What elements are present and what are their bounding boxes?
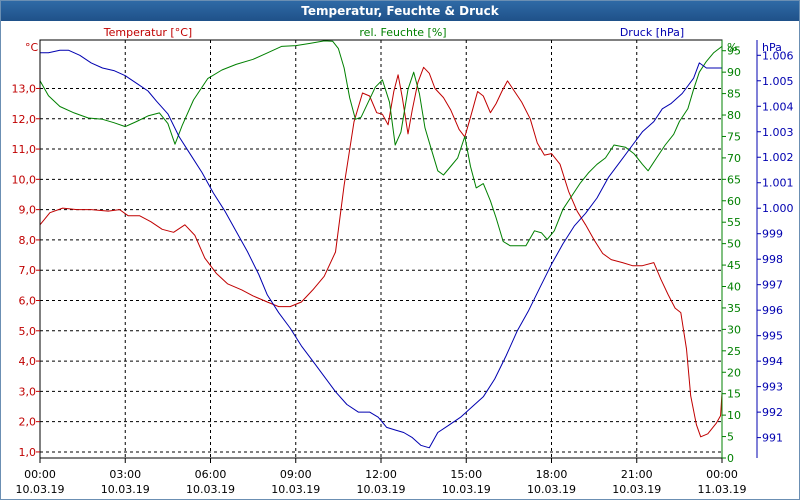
x-tick-time: 06:00 [195,468,227,481]
temp-tick-label: 8,0 [19,234,37,247]
x-tick-time: 09:00 [280,468,312,481]
humidity-tick-label: 85 [727,88,741,101]
humidity-tick-label: 45 [727,259,741,272]
pressure-tick-label: 992 [762,406,783,419]
humidity-unit-label: % [727,41,737,54]
humidity-tick-label: 50 [727,238,741,251]
pressure-tick-label: 996 [762,304,783,317]
pressure-tick-label: 1.006 [762,49,794,62]
pressure-tick-label: 1.003 [762,126,794,139]
humidity-tick-label: 35 [727,302,741,315]
temp-tick-label: 6,0 [19,294,37,307]
humidity-tick-label: 10 [727,409,741,422]
series-layer [39,40,723,449]
humidity-tick-label: 65 [727,173,741,186]
x-tick-date: 10.03.19 [16,483,65,496]
x-tick-date: 10.03.19 [357,483,406,496]
humidity-tick-label: 70 [727,152,741,165]
temp-tick-label: 11,0 [12,143,37,156]
x-tick-date: 10.03.19 [612,483,661,496]
pressure-tick-label: 1.000 [762,202,794,215]
temp-unit-label: °C [25,41,39,54]
temp-tick-label: 4,0 [19,355,37,368]
x-tick-date: 10.03.19 [442,483,491,496]
pressure-tick-label: 995 [762,330,783,343]
pressure-unit-label: hPa [762,41,782,54]
humidity-tick-label: 5 [727,431,734,444]
x-tick-time: 15:00 [450,468,482,481]
pressure-tick-label: 993 [762,381,783,394]
pressure-tick-label: 994 [762,355,783,368]
humidity-tick-label: 30 [727,323,741,336]
x-tick-time: 21:00 [621,468,653,481]
grid-lines [40,40,722,458]
humidity-tick-label: 40 [727,281,741,294]
humidity-tick-label: 20 [727,366,741,379]
pressure-tick-label: 999 [762,228,783,241]
humidity-tick-label: 0 [727,452,734,465]
humidity-tick-label: 75 [727,130,741,143]
axes-layer [36,40,761,463]
humidity-tick-label: 80 [727,109,741,122]
humidity-tick-label: 25 [727,345,741,358]
pressure-tick-label: 991 [762,432,783,445]
pressure-tick-label: 1.004 [762,100,794,113]
pressure-tick-label: 1.005 [762,75,794,88]
temp-tick-label: 5,0 [19,325,37,338]
x-tick-time: 18:00 [536,468,568,481]
x-tick-date: 10.03.19 [101,483,150,496]
pressure-tick-label: 1.002 [762,151,794,164]
x-tick-time: 00:00 [24,468,56,481]
x-tick-time: 00:00 [706,468,738,481]
humidity-tick-label: 15 [727,388,741,401]
humidity-tick-label: 90 [727,66,741,79]
temp-axis-title: Temperatur [°C] [103,26,192,39]
chart-title: Temperatur, Feuchte & Druck [1,1,799,21]
x-tick-date: 11.03.19 [698,483,747,496]
temp-tick-label: 2,0 [19,416,37,429]
pressure-axis-title: Druck [hPa] [620,26,684,39]
x-tick-time: 12:00 [365,468,397,481]
pressure-tick-label: 998 [762,253,783,266]
temp-tick-label: 9,0 [19,204,37,217]
temp-tick-label: 13,0 [12,82,37,95]
humidity-tick-label: 95 [727,45,741,58]
humidity-axis-title: rel. Feuchte [%] [359,26,446,39]
humidity-series-line [39,40,723,247]
pressure-tick-label: 1.001 [762,177,794,190]
x-tick-time: 03:00 [109,468,141,481]
x-tick-date: 10.03.19 [271,483,320,496]
temperature-series-line [39,66,723,438]
temp-tick-label: 12,0 [12,113,37,126]
temp-tick-label: 3,0 [19,385,37,398]
label-layer: 00:00 10.03.19 03:00 10.03.19 06:00 10.03.19 0… [12,26,794,496]
x-tick-date: 10.03.19 [186,483,235,496]
pressure-tick-label: 997 [762,279,783,292]
pressure-series-line [40,49,722,449]
temp-tick-label: 10,0 [12,173,37,186]
humidity-tick-label: 60 [727,195,741,208]
x-tick-date: 10.03.19 [527,483,576,496]
temp-tick-label: 7,0 [19,264,37,277]
temp-tick-label: 1,0 [19,446,37,459]
humidity-tick-label: 55 [727,216,741,229]
